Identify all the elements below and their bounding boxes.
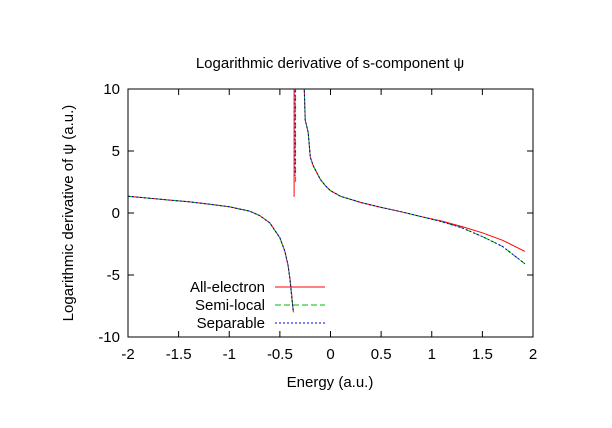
series-line — [303, 89, 526, 252]
plot-lines — [128, 89, 526, 313]
y-tick-label: 5 — [112, 143, 120, 160]
x-axis-label: Energy (a.u.) — [287, 374, 374, 391]
x-tick-label: 0 — [326, 346, 334, 363]
x-tick-label: -0.5 — [267, 346, 293, 363]
y-tick-label: 10 — [103, 81, 120, 98]
legend-label: Semi-local — [195, 297, 265, 314]
x-tick-label: 1 — [428, 346, 436, 363]
y-axis-ticks: -10 -5 0 5 10 — [98, 81, 533, 346]
legend-label: All-electron — [190, 279, 265, 296]
x-tick-label: 0.5 — [371, 346, 392, 363]
x-tick-label: -2 — [121, 346, 134, 363]
x-axis-ticks: -2 -1.5 -1 -0.5 0 0.5 1 1.5 2 — [121, 89, 537, 363]
y-tick-label: 0 — [112, 205, 120, 222]
x-tick-label: -1 — [223, 346, 236, 363]
series-line — [128, 195, 294, 313]
y-tick-label: -10 — [98, 329, 120, 346]
y-tick-label: -5 — [107, 267, 120, 284]
chart-title: Logarithmic derivative of s-component ψ — [196, 55, 464, 72]
x-tick-label: 2 — [529, 346, 537, 363]
series-line — [303, 89, 526, 265]
x-tick-label: 1.5 — [472, 346, 493, 363]
series-line — [303, 89, 526, 265]
series-line — [128, 195, 294, 313]
plot-frame — [127, 88, 534, 338]
y-axis-label: Logarithmic derivative of ψ (a.u.) — [60, 105, 77, 322]
x-tick-label: -1.5 — [166, 346, 192, 363]
legend-label: Separable — [197, 315, 265, 332]
